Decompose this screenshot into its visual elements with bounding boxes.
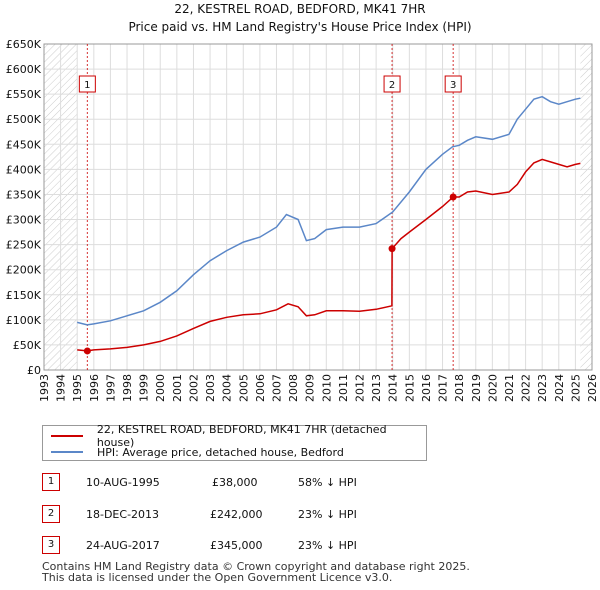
transaction-number: 1 — [42, 473, 60, 491]
x-tick-label: 2016 — [420, 374, 433, 402]
transaction-date: 18-DEC-2013 — [86, 508, 160, 521]
x-tick-label: 1995 — [71, 374, 84, 402]
x-tick-label: 2000 — [154, 374, 167, 402]
hpi-line — [77, 95, 581, 326]
y-tick-label: £550K — [6, 88, 42, 101]
x-tick-label: 2018 — [453, 374, 466, 402]
y-tick-label: £150K — [6, 289, 42, 302]
x-tick-label: 2010 — [320, 374, 333, 402]
plot-frame — [43, 43, 593, 371]
y-tick-label: £600K — [6, 63, 42, 76]
x-tick-label: 2013 — [370, 374, 383, 402]
x-tick-label: 2002 — [187, 374, 200, 402]
x-tick-label: 2005 — [237, 374, 250, 402]
transaction-price: £38,000 — [212, 476, 258, 489]
plot-background — [44, 44, 592, 370]
y-tick-label: £50K — [13, 339, 42, 352]
sale-point-1 — [83, 347, 91, 355]
transaction-number: 2 — [42, 505, 60, 523]
y-tick-label: £350K — [6, 188, 42, 201]
x-tick-label: 2007 — [270, 374, 283, 402]
sale-point-3 — [449, 193, 457, 201]
x-tick-label: 1996 — [88, 374, 101, 402]
x-tick-label: 2023 — [536, 374, 549, 402]
legend-label-hpi: HPI: Average price, detached house, Bedf… — [97, 445, 344, 459]
y-tick-label: £200K — [6, 264, 42, 277]
transaction-hpi: 23% ↓ HPI — [298, 508, 357, 521]
legend: 22, KESTREL ROAD, BEDFORD, MK41 7HR (det… — [42, 423, 427, 461]
x-tick-label: 2026 — [586, 374, 599, 402]
legend-entry-hpi: HPI: Average price, detached house, Bedf… — [51, 444, 344, 460]
transaction-price: £242,000 — [210, 508, 263, 521]
transaction-hpi: 58% ↓ HPI — [298, 476, 357, 489]
transaction-date: 24-AUG-2017 — [86, 539, 160, 552]
sale-marker-box-3 — [444, 75, 462, 93]
legend-entry-property: 22, KESTREL ROAD, BEDFORD, MK41 7HR (det… — [51, 423, 426, 449]
x-tick-label: 2012 — [354, 374, 367, 402]
chart-subtitle: Price paid vs. HM Land Registry's House … — [128, 20, 471, 34]
transaction-price: £345,000 — [210, 539, 263, 552]
x-tick-label: 1994 — [55, 374, 68, 402]
sale-marker-label-1: 1 — [84, 80, 90, 91]
x-tick-label: 2017 — [437, 374, 450, 402]
transaction-hpi: 23% ↓ HPI — [298, 539, 357, 552]
x-tick-label: 1998 — [121, 374, 134, 402]
property-price-line — [77, 158, 581, 352]
x-tick-label: 2015 — [403, 374, 416, 402]
transaction-date: 10-AUG-1995 — [86, 476, 160, 489]
chart-title: 22, KESTREL ROAD, BEDFORD, MK41 7HR — [174, 2, 425, 16]
x-tick-label: 2021 — [503, 374, 516, 402]
sale-point-2 — [388, 245, 396, 253]
y-tick-label: £0 — [27, 364, 41, 377]
x-tick-label: 2004 — [221, 374, 234, 402]
footer-license: This data is licensed under the Open Gov… — [42, 571, 393, 584]
hatch-region-2 — [580, 44, 592, 370]
x-tick-label: 2006 — [254, 374, 267, 402]
sale-marker-label-3: 3 — [450, 80, 456, 91]
price-chart: 22, KESTREL ROAD, BEDFORD, MK41 7HR Pric… — [6, 2, 599, 402]
x-tick-label: 2003 — [204, 374, 217, 402]
transaction-number: 3 — [42, 536, 60, 554]
legend-swatch-property — [51, 435, 83, 437]
x-tick-label: 2009 — [304, 374, 317, 402]
y-tick-label: £250K — [6, 239, 42, 252]
legend-swatch-hpi — [51, 451, 83, 453]
y-tick-label: £100K — [6, 314, 42, 327]
x-tick-label: 2008 — [287, 374, 300, 402]
y-tick-label: £400K — [6, 163, 42, 176]
x-tick-label: 2024 — [553, 374, 566, 402]
y-tick-label: £650K — [6, 38, 42, 51]
y-tick-label: £500K — [6, 113, 42, 126]
x-tick-label: 2025 — [569, 374, 582, 402]
sale-marker-box-1 — [78, 75, 96, 93]
x-tick-label: 2020 — [486, 374, 499, 402]
x-tick-label: 1993 — [38, 374, 51, 402]
footer: Contains HM Land Registry data © Crown c… — [42, 561, 470, 583]
sale-marker-label-2: 2 — [389, 80, 395, 91]
x-tick-label: 2014 — [387, 374, 400, 402]
y-tick-label: £300K — [6, 214, 42, 227]
y-tick-label: £450K — [6, 138, 42, 151]
x-tick-label: 2001 — [171, 374, 184, 402]
legend-label-property: 22, KESTREL ROAD, BEDFORD, MK41 7HR (det… — [96, 423, 387, 449]
x-tick-label: 2011 — [337, 374, 350, 402]
x-tick-label: 2019 — [470, 374, 483, 402]
footer-copyright: Contains HM Land Registry data © Crown c… — [42, 560, 470, 573]
x-tick-label: 2022 — [520, 374, 533, 402]
x-tick-label: 1997 — [104, 374, 117, 402]
x-tick-label: 1999 — [138, 374, 151, 402]
sale-marker-box-2 — [383, 75, 401, 93]
